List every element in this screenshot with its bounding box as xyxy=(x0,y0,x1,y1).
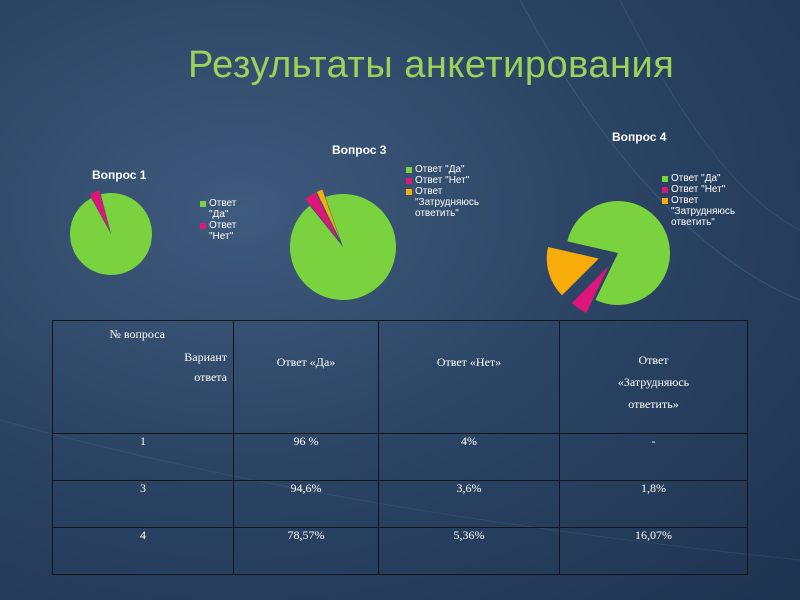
legend-entry: Ответ "Затрудняюсь ответить" xyxy=(662,195,735,228)
header-question-label: № вопроса xyxy=(109,327,165,341)
cell-yes: 96 % xyxy=(233,433,379,481)
cell-yes: 78,57% xyxy=(233,527,379,575)
legend-label: Ответ "Затрудняюсь ответить" xyxy=(671,195,736,228)
legend-label: Ответ "Нет" xyxy=(209,220,237,242)
legend-swatch xyxy=(406,167,412,173)
pie-slice xyxy=(290,194,396,300)
table-header-row: № вопроса Вариант ответа Ответ «Да» Отве… xyxy=(52,320,748,434)
legend-swatch xyxy=(662,198,668,204)
chart-legend: Ответ "Да" Ответ "Нет" Ответ "Затрудняюсь … xyxy=(406,164,479,219)
table-row: 3 94,6% 3,6% 1,8% xyxy=(52,480,748,528)
pie-slice xyxy=(316,189,340,240)
legend-entry: Ответ "Нет" xyxy=(406,175,479,186)
chart-title: Вопрос 4 xyxy=(612,130,667,144)
legend-swatch xyxy=(200,223,206,229)
legend-entry: Ответ "Да" xyxy=(200,198,236,220)
cell-question: 4 xyxy=(52,527,234,575)
table-row: 4 78,57% 5,36% 16,07% xyxy=(52,527,748,575)
cell-no: 5,36% xyxy=(378,527,560,575)
header-yes: Ответ «Да» xyxy=(233,320,379,434)
cell-unsure: - xyxy=(559,433,748,481)
legend-entry: Ответ "Затрудняюсь ответить" xyxy=(406,186,479,219)
chart-title: Вопрос 3 xyxy=(332,143,387,157)
header-unsure: Ответ «Затрудняюсь ответить» xyxy=(559,320,748,434)
pie-slice xyxy=(89,190,110,231)
cell-yes: 94,6% xyxy=(233,480,379,528)
chart-legend: Ответ "Да" Ответ "Нет" xyxy=(200,198,236,242)
page-title: Результаты анкетирования xyxy=(188,44,675,86)
legend-label: Ответ "Да" xyxy=(671,173,721,184)
legend-entry: Ответ "Да" xyxy=(406,164,479,175)
legend-swatch xyxy=(200,201,206,207)
pie-plot xyxy=(70,190,152,275)
pie-slice xyxy=(567,201,670,305)
pie-plot xyxy=(290,189,396,300)
cell-question: 1 xyxy=(52,433,234,481)
cell-no: 4% xyxy=(378,433,560,481)
legend-entry: Ответ "Нет" xyxy=(662,184,735,195)
pie-slice xyxy=(305,192,339,241)
legend-swatch xyxy=(406,189,412,195)
header-variant-label: Вариант ответа xyxy=(184,350,227,384)
pie-slice xyxy=(571,266,609,313)
legend-label: Ответ "Нет" xyxy=(671,184,726,195)
legend-swatch xyxy=(406,178,412,184)
legend-swatch xyxy=(662,176,668,182)
chart-legend: Ответ "Да" Ответ "Нет" Ответ "Затрудняюсь … xyxy=(662,173,735,228)
chart-title: Вопрос 1 xyxy=(92,168,147,182)
legend-entry: Ответ "Нет" xyxy=(200,220,236,242)
table-row: 1 96 % 4% - xyxy=(52,433,748,481)
header-no: Ответ «Нет» xyxy=(378,320,560,434)
cell-no: 3,6% xyxy=(378,480,560,528)
pie-slice xyxy=(70,193,152,275)
header-corner-cell: № вопроса Вариант ответа xyxy=(52,320,234,434)
cell-unsure: 1,8% xyxy=(559,480,748,528)
legend-entry: Ответ "Да" xyxy=(662,173,735,184)
legend-swatch xyxy=(662,187,668,193)
pie-slice xyxy=(546,246,599,296)
cell-question: 3 xyxy=(52,480,234,528)
legend-label: Ответ "Нет" xyxy=(415,175,470,186)
legend-label: Ответ "Да" xyxy=(209,198,237,220)
results-table: № вопроса Вариант ответа Ответ «Да» Отве… xyxy=(52,320,748,575)
cell-unsure: 16,07% xyxy=(559,527,748,575)
legend-label: Ответ "Да" xyxy=(415,164,465,175)
legend-label: Ответ "Затрудняюсь ответить" xyxy=(415,186,480,219)
pie-plot xyxy=(546,201,670,313)
